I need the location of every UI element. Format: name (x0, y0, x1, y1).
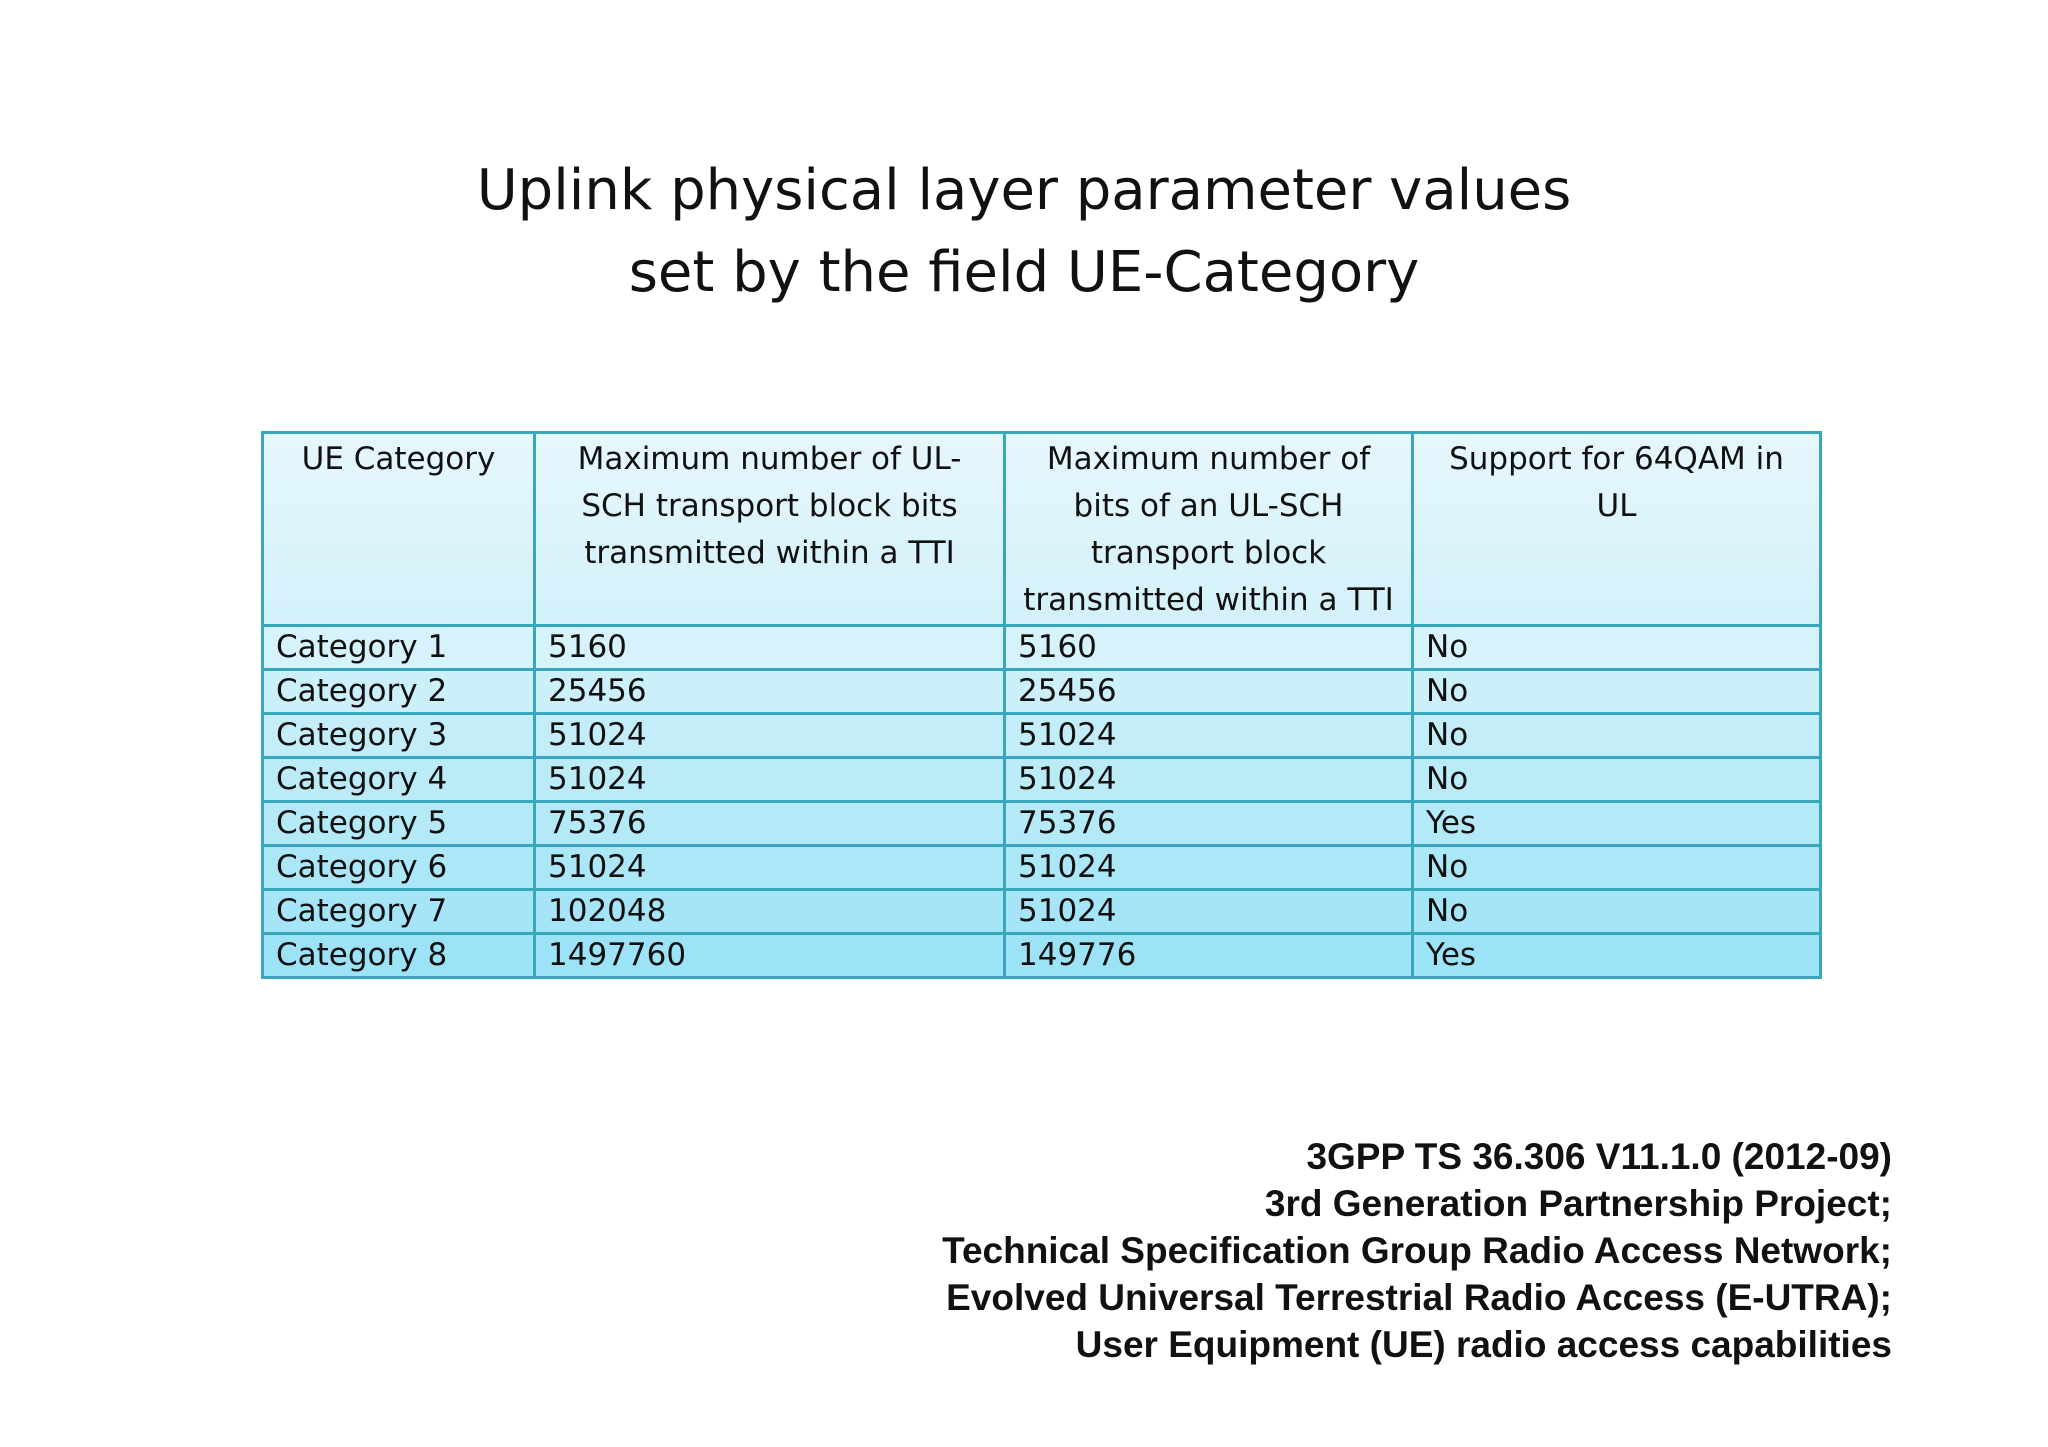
cell-max-ul-sch-bits: 5160 (533, 624, 1006, 671)
cell-max-transport-block-bits: 51024 (1003, 844, 1414, 891)
cell-max-ul-sch-bits: 25456 (533, 668, 1006, 715)
cell-max-ul-sch-bits: 51024 (533, 712, 1006, 759)
cell-max-transport-block-bits: 25456 (1003, 668, 1414, 715)
cell-ue-category: Category 7 (261, 888, 536, 935)
cell-max-transport-block-bits: 51024 (1003, 712, 1414, 759)
cell-ue-category: Category 1 (261, 624, 536, 671)
cell-max-transport-block-bits: 5160 (1003, 624, 1414, 671)
cell-ue-category: Category 3 (261, 712, 536, 759)
table-row: Category 2 25456 25456 No (261, 668, 1822, 715)
source-citation: 3GPP TS 36.306 V11.1.0 (2012-09) 3rd Gen… (942, 1133, 1892, 1368)
cell-max-transport-block-bits: 75376 (1003, 800, 1414, 847)
cell-ue-category: Category 8 (261, 932, 536, 979)
cell-64qam-support: No (1411, 844, 1822, 891)
cell-64qam-support: No (1411, 756, 1822, 803)
citation-line-capabilities: User Equipment (UE) radio access capabil… (1075, 1324, 1892, 1365)
cell-max-transport-block-bits: 149776 (1003, 932, 1414, 979)
table-row: Category 3 51024 51024 No (261, 712, 1822, 759)
ue-category-table: UE Category Maximum number of UL-SCH tra… (261, 431, 1822, 979)
table-header-row: UE Category Maximum number of UL-SCH tra… (261, 431, 1822, 627)
header-max-bits-per-transport-block: Maximum number of bits of an UL-SCH tran… (1003, 431, 1414, 627)
slide-title-line-1: Uplink physical layer parameter values (476, 158, 1572, 223)
table-row: Category 1 5160 5160 No (261, 624, 1822, 671)
cell-ue-category: Category 2 (261, 668, 536, 715)
cell-64qam-support: Yes (1411, 800, 1822, 847)
slide-title-line-2: set by the field UE-Category (628, 240, 1420, 305)
citation-line-group: Technical Specification Group Radio Acce… (942, 1230, 1892, 1271)
cell-ue-category: Category 5 (261, 800, 536, 847)
cell-64qam-support: No (1411, 888, 1822, 935)
cell-ue-category: Category 6 (261, 844, 536, 891)
header-support-64qam-ul: Support for 64QAM in UL (1411, 431, 1822, 627)
table-row: Category 6 51024 51024 No (261, 844, 1822, 891)
cell-max-ul-sch-bits: 75376 (533, 800, 1006, 847)
citation-line-spec: 3GPP TS 36.306 V11.1.0 (2012-09) (1306, 1136, 1892, 1177)
table-row: Category 8 1497760 149776 Yes (261, 932, 1822, 979)
cell-max-ul-sch-bits: 1497760 (533, 932, 1006, 979)
header-ue-category: UE Category (261, 431, 536, 627)
citation-line-eutra: Evolved Universal Terrestrial Radio Acce… (946, 1277, 1892, 1318)
cell-64qam-support: Yes (1411, 932, 1822, 979)
cell-max-ul-sch-bits: 51024 (533, 844, 1006, 891)
table-row: Category 4 51024 51024 No (261, 756, 1822, 803)
table-row: Category 7 102048 51024 No (261, 888, 1822, 935)
ue-category-table-container: UE Category Maximum number of UL-SCH tra… (261, 431, 1822, 979)
header-max-ul-sch-bits-per-tti: Maximum number of UL-SCH transport block… (533, 431, 1006, 627)
table-row: Category 5 75376 75376 Yes (261, 800, 1822, 847)
cell-ue-category: Category 4 (261, 756, 536, 803)
cell-max-transport-block-bits: 51024 (1003, 756, 1414, 803)
cell-64qam-support: No (1411, 712, 1822, 759)
cell-max-ul-sch-bits: 102048 (533, 888, 1006, 935)
cell-max-transport-block-bits: 51024 (1003, 888, 1414, 935)
cell-64qam-support: No (1411, 668, 1822, 715)
cell-max-ul-sch-bits: 51024 (533, 756, 1006, 803)
citation-line-project: 3rd Generation Partnership Project; (1264, 1183, 1892, 1224)
cell-64qam-support: No (1411, 624, 1822, 671)
slide-title: Uplink physical layer parameter values s… (0, 150, 2048, 314)
